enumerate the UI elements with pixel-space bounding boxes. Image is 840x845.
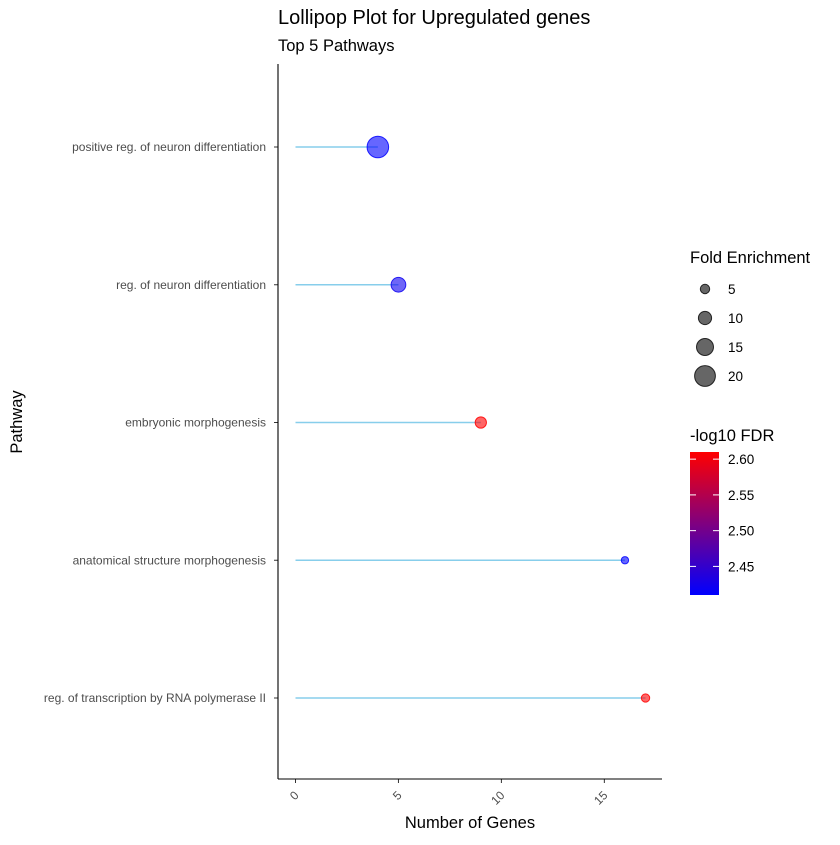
x-tick-label: 0 [287, 788, 302, 803]
color-legend-bar [690, 452, 719, 595]
size-legend-key [696, 338, 714, 356]
size-legend-key [699, 283, 711, 295]
x-axis-title: Number of Genes [405, 814, 535, 832]
color-legend-label: 2.60 [728, 452, 754, 467]
y-tick-label: anatomical structure morphogenesis [73, 553, 266, 567]
color-legend-label: 2.45 [728, 559, 754, 574]
size-legend-title: Fold Enrichment [690, 249, 811, 267]
y-tick-label: positive reg. of neuron differentiation [72, 140, 266, 154]
x-tick-label: 5 [390, 788, 405, 803]
color-legend-label: 2.55 [728, 488, 754, 503]
lollipop-point [474, 416, 487, 429]
size-legend-label: 15 [728, 340, 743, 355]
chart-subtitle: Top 5 Pathways [278, 37, 394, 55]
size-legend-label: 10 [728, 311, 743, 326]
y-tick-label: embryonic morphogenesis [125, 416, 266, 430]
y-tick-label: reg. of neuron differentiation [116, 278, 266, 292]
lollipop-point [640, 693, 651, 703]
y-tick-label: reg. of transcription by RNA polymerase … [44, 691, 266, 705]
color-legend-label: 2.50 [728, 524, 754, 539]
y-axis-title: Pathway [8, 390, 26, 454]
color-legend: -log10 FDR 2.45 2.50 2.55 2.60 [690, 427, 774, 595]
size-legend-label: 5 [728, 282, 736, 297]
size-legend-label: 20 [728, 369, 743, 384]
x-tick-label: 15 [591, 788, 611, 808]
lollipop-point [620, 556, 630, 565]
size-legend-key [697, 310, 713, 326]
size-legend-key [694, 365, 716, 387]
plot-area: 0 5 10 15 positive reg. of neuron differenti… [44, 135, 651, 808]
color-legend-title: -log10 FDR [690, 427, 774, 445]
x-tick-label: 10 [488, 788, 508, 808]
size-legend: Fold Enrichment 5 10 15 20 [690, 249, 811, 387]
lollipop-point [390, 276, 407, 293]
lollipop-point [366, 135, 390, 159]
chart-title: Lollipop Plot for Upregulated genes [278, 7, 590, 29]
